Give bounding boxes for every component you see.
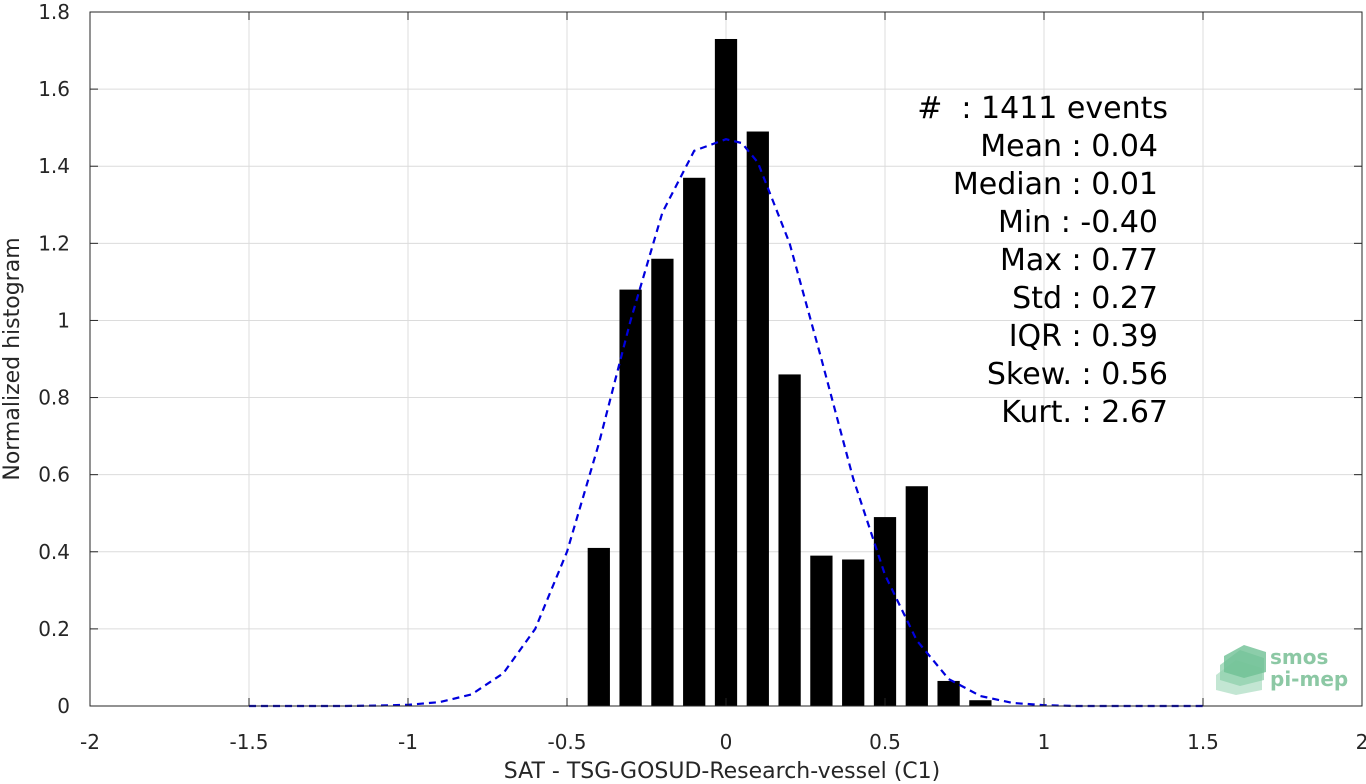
histogram-bar-11: [937, 680, 960, 706]
histogram-bar-12: [969, 700, 992, 706]
stats-line-7: Skew. : 0.56: [987, 357, 1168, 392]
x-tick-label-7: 1.5: [1187, 730, 1219, 754]
x-tick-label-2: -1: [398, 730, 418, 754]
x-axis-label: SAT - TSG-GOSUD-Research-vessel (C1): [504, 759, 941, 784]
histogram-bar-10: [905, 486, 928, 706]
stats-line-1: Mean : 0.04: [980, 129, 1158, 164]
x-tick-label-6: 1: [1038, 730, 1051, 754]
x-tick-label-1: -1.5: [229, 730, 268, 754]
stats-line-0: # : 1411 events: [917, 91, 1168, 126]
stats-line-4: Max : 0.77: [1000, 243, 1158, 278]
histogram-bar-5: [746, 131, 769, 706]
y-tick-label-8: 1.6: [38, 77, 70, 101]
y-tick-label-3: 0.6: [38, 463, 70, 487]
y-tick-label-5: 1: [57, 308, 70, 332]
x-tick-label-0: -2: [80, 730, 100, 754]
histogram-bar-7: [810, 555, 833, 706]
histogram-bar-9: [873, 517, 897, 706]
histogram-bar-6: [778, 374, 801, 706]
y-tick-label-4: 0.8: [38, 386, 70, 410]
logo-line-2: pi-mep: [1270, 667, 1348, 691]
y-tick-label-9: 1.8: [38, 0, 70, 24]
histogram-bar-4: [714, 38, 738, 706]
stats-line-8: Kurt. : 2.67: [1001, 395, 1168, 430]
histogram-bar-8: [842, 559, 865, 706]
y-tick-label-0: 0: [57, 694, 70, 718]
stats-line-5: Std : 0.27: [1012, 281, 1158, 316]
histogram-bar-1: [619, 289, 642, 706]
logo-line-1: smos: [1270, 645, 1328, 669]
y-tick-label-6: 1.2: [38, 231, 70, 255]
histogram-bars: [587, 38, 992, 707]
y-tick-label-7: 1.4: [38, 154, 70, 178]
x-tick-label-4: 0: [720, 730, 733, 754]
y-axis-ticks: 0 0.2 0.4 0.6 0.8 1 1.2 1.4 1.6 1.8: [38, 0, 1362, 718]
stats-line-6: IQR : 0.39: [1009, 319, 1158, 354]
y-axis-label: Normalized histogram: [0, 237, 25, 480]
y-tick-label-1: 0.2: [38, 617, 70, 641]
x-axis-ticks: -2 -1.5 -1 -0.5 0 0.5 1 1.5 2: [80, 12, 1366, 754]
histogram-bar-2: [651, 258, 674, 706]
x-tick-label-8: 2: [1356, 730, 1366, 754]
logo-mark: [1216, 645, 1266, 695]
stats-line-2: Median : 0.01: [953, 167, 1158, 202]
smos-pimep-logo: smos pi-mep: [1216, 645, 1348, 695]
stats-line-3: Min : -0.40: [998, 205, 1158, 240]
y-tick-label-2: 0.4: [38, 540, 70, 564]
x-tick-label-3: -0.5: [547, 730, 586, 754]
x-tick-label-5: 0.5: [869, 730, 901, 754]
histogram-bar-3: [683, 177, 706, 707]
histogram-bar-0: [587, 547, 610, 706]
